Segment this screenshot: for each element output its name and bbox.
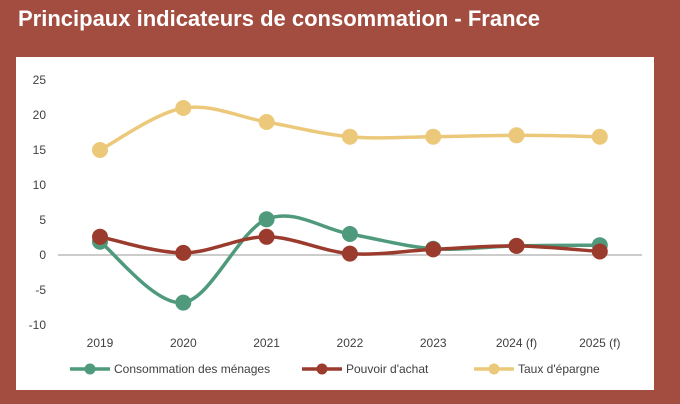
data-point [341, 128, 358, 145]
series-points [92, 100, 608, 311]
data-point [591, 243, 608, 260]
data-point [258, 114, 275, 130]
data-point [591, 128, 608, 145]
chart-panel: 25 20 15 10 5 0 -5 -10 2019 2020 2021 2022 2023 2024… [16, 57, 654, 390]
data-point [341, 226, 358, 242]
x-axis: 2019 2020 2021 2022 2023 2024 (f) 2025 (f) [87, 336, 621, 350]
data-point [341, 245, 358, 262]
legend-label: Consommation des ménages [114, 362, 270, 376]
y-tick-label: 10 [33, 178, 47, 192]
y-tick-label: 25 [33, 73, 47, 87]
y-tick-label: 15 [33, 143, 47, 157]
y-tick-label: 5 [39, 213, 46, 227]
data-point [508, 127, 525, 144]
data-point [425, 241, 442, 258]
data-point [175, 244, 192, 261]
data-point [92, 228, 108, 245]
data-point [258, 228, 275, 245]
x-tick-label: 2024 (f) [496, 336, 537, 350]
y-axis: 25 20 15 10 5 0 -5 -10 [29, 73, 642, 332]
y-tick-label: -10 [29, 318, 47, 332]
y-tick-label: 20 [33, 108, 47, 122]
data-point [175, 294, 192, 311]
x-tick-label: 2025 (f) [579, 336, 620, 350]
legend-marker [316, 363, 328, 375]
legend-marker [84, 363, 96, 375]
x-tick-label: 2019 [87, 336, 114, 350]
legend-label: Pouvoir d'achat [346, 362, 429, 376]
data-point [425, 128, 442, 145]
legend: Consommation des ménages Pouvoir d'achat T… [70, 362, 600, 376]
line-chart: 25 20 15 10 5 0 -5 -10 2019 2020 2021 2022 2023 2024… [29, 73, 642, 376]
x-tick-label: 2023 [420, 336, 447, 350]
x-tick-label: 2021 [253, 336, 280, 350]
y-tick-label: -5 [35, 283, 46, 297]
x-tick-label: 2022 [337, 336, 364, 350]
data-point [258, 211, 275, 228]
data-point [92, 142, 108, 158]
y-tick-label: 0 [39, 248, 46, 262]
chart-title: Principaux indicateurs de consommation -… [18, 6, 541, 31]
data-point [508, 237, 525, 254]
x-tick-label: 2020 [170, 336, 197, 350]
legend-marker [488, 363, 500, 375]
legend-label: Taux d'épargne [518, 362, 600, 376]
data-point [175, 100, 192, 116]
